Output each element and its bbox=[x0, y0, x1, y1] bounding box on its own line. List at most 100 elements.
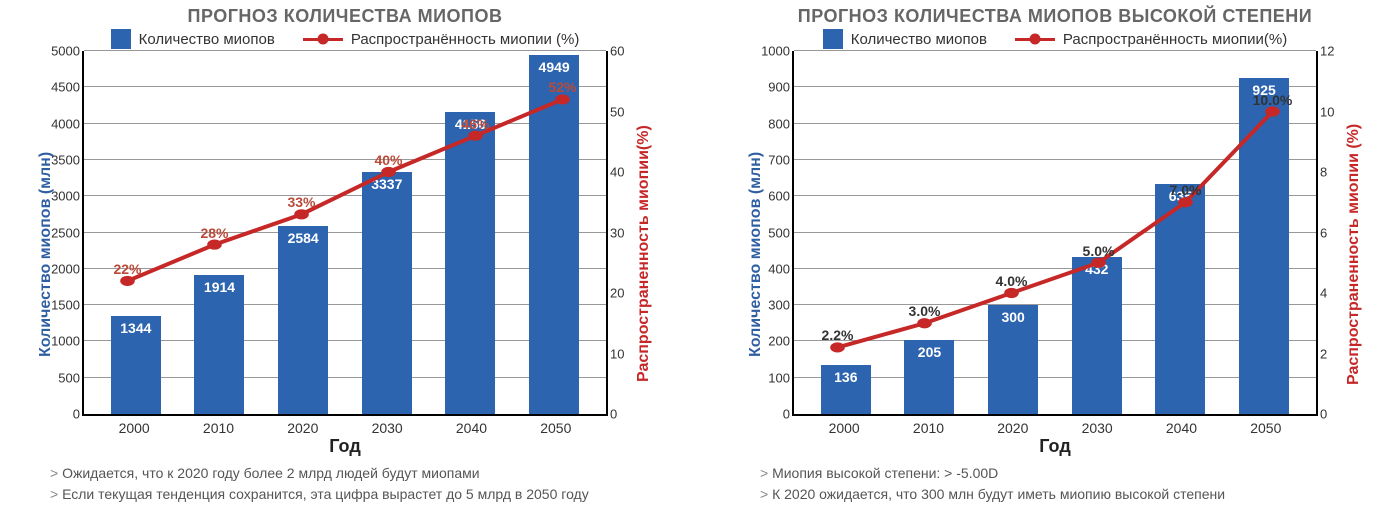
xtick: 2030 bbox=[1072, 420, 1122, 436]
ytick-left: 1000 bbox=[750, 44, 794, 59]
ytick-right: 10 bbox=[606, 346, 624, 361]
pct-label: 52% bbox=[548, 79, 576, 99]
xtick: 2000 bbox=[109, 420, 159, 436]
chart1-xaxis: 2000 2010 2020 2030 2040 2050 bbox=[82, 416, 608, 436]
ytick-left: 5000 bbox=[40, 44, 84, 59]
ytick-right: 50 bbox=[606, 104, 624, 119]
chart2-ylabel-right: Распространенность миопии (%) bbox=[1345, 51, 1363, 457]
ytick-left: 4500 bbox=[40, 80, 84, 95]
pct-label: 7.0% bbox=[1170, 182, 1202, 202]
ytick-left: 2500 bbox=[40, 225, 84, 240]
legend-bar-swatch bbox=[111, 29, 131, 49]
ytick-left: 4000 bbox=[40, 116, 84, 131]
legend-line: Распространённость миопии(%) bbox=[1015, 31, 1287, 48]
chart1-ylabel-right: Распространенность миопии(%) bbox=[635, 51, 653, 457]
chart1-title: ПРОГНОЗ КОЛИЧЕСТВА МИОПОВ bbox=[10, 6, 680, 27]
xtick: 2010 bbox=[903, 420, 953, 436]
ytick-left: 500 bbox=[40, 370, 84, 385]
chart1-xlabel: Год bbox=[82, 436, 608, 457]
ytick-left: 300 bbox=[750, 298, 794, 313]
ytick-left: 0 bbox=[40, 407, 84, 422]
xtick: 2030 bbox=[362, 420, 412, 436]
ytick-right: 60 bbox=[606, 44, 624, 59]
chart1-area: Количество миопов (млн) 0500100015002000… bbox=[10, 51, 680, 457]
legend-line-swatch bbox=[303, 38, 343, 41]
legend-line-label: Распространённость миопии (%) bbox=[351, 31, 580, 48]
chart-panel-1: ПРОГНОЗ КОЛИЧЕСТВА МИОПОВ Количество мио… bbox=[10, 6, 680, 505]
ytick-left: 200 bbox=[750, 334, 794, 349]
ytick-right: 4 bbox=[1316, 286, 1327, 301]
note-line: Ожидается, что к 2020 году более 2 млрд … bbox=[50, 463, 680, 484]
ytick-left: 2000 bbox=[40, 261, 84, 276]
ytick-right: 10 bbox=[1316, 104, 1334, 119]
note-line: Если текущая тенденция сохранится, эта ц… bbox=[50, 484, 680, 505]
pct-label: 10.0% bbox=[1253, 92, 1293, 112]
xtick: 2050 bbox=[1241, 420, 1291, 436]
ytick-right: 0 bbox=[1316, 407, 1327, 422]
ytick-left: 3000 bbox=[40, 189, 84, 204]
xtick: 2040 bbox=[1156, 420, 1206, 436]
xtick: 2020 bbox=[278, 420, 328, 436]
pct-label: 4.0% bbox=[996, 273, 1028, 293]
ytick-left: 3500 bbox=[40, 152, 84, 167]
pct-label: 40% bbox=[374, 152, 402, 172]
ytick-left: 800 bbox=[750, 116, 794, 131]
chart2-legend: Количество миопов Распространённость мио… bbox=[720, 29, 1390, 49]
note-line: К 2020 ожидается, что 300 млн будут имет… bbox=[760, 484, 1390, 505]
ytick-right: 0 bbox=[606, 407, 617, 422]
ytick-left: 1000 bbox=[40, 334, 84, 349]
chart1-yaxis-left: Количество миопов (млн) bbox=[10, 51, 82, 457]
ytick-right: 8 bbox=[1316, 165, 1327, 180]
chart2-xlabel: Год bbox=[792, 436, 1318, 457]
chart1-legend: Количество миопов Распространённость мио… bbox=[10, 29, 680, 49]
pct-label: 5.0% bbox=[1083, 243, 1115, 263]
chart1-notes: Ожидается, что к 2020 году более 2 млрд … bbox=[10, 463, 680, 505]
chart2-notes: Миопия высокой степени: > -5.00DК 2020 о… bbox=[720, 463, 1390, 505]
pct-label: 2.2% bbox=[822, 327, 854, 347]
chart1-ylabel-left: Количество миопов (млн) bbox=[37, 51, 55, 457]
note-line: Миопия высокой степени: > -5.00D bbox=[760, 463, 1390, 484]
chart2-ylabel-left: Количество миопов (млн) bbox=[747, 51, 765, 457]
chart2-title: ПРОГНОЗ КОЛИЧЕСТВА МИОПОВ ВЫСОКОЙ СТЕПЕН… bbox=[720, 6, 1390, 27]
legend-line: Распространённость миопии (%) bbox=[303, 31, 580, 48]
pct-label: 28% bbox=[200, 225, 228, 245]
ytick-right: 6 bbox=[1316, 225, 1327, 240]
ytick-left: 100 bbox=[750, 370, 794, 385]
line-series bbox=[84, 51, 606, 414]
ytick-right: 40 bbox=[606, 165, 624, 180]
legend-line-swatch bbox=[1015, 38, 1055, 41]
ytick-left: 400 bbox=[750, 261, 794, 276]
ytick-left: 1500 bbox=[40, 298, 84, 313]
ytick-left: 900 bbox=[750, 80, 794, 95]
xtick: 2000 bbox=[819, 420, 869, 436]
chart2-xaxis: 2000 2010 2020 2030 2040 2050 bbox=[792, 416, 1318, 436]
chart2-plot: 0100200300400500600700800900100002468101… bbox=[792, 51, 1318, 416]
chart-panel-2: ПРОГНОЗ КОЛИЧЕСТВА МИОПОВ ВЫСОКОЙ СТЕПЕН… bbox=[720, 6, 1390, 505]
pct-label: 3.0% bbox=[909, 303, 941, 323]
ytick-right: 2 bbox=[1316, 346, 1327, 361]
pct-label: 33% bbox=[287, 194, 315, 214]
ytick-left: 600 bbox=[750, 189, 794, 204]
chart2-area: Количество миопов (млн) 0100200300400500… bbox=[720, 51, 1390, 457]
pct-label: 46% bbox=[461, 116, 489, 136]
xtick: 2040 bbox=[446, 420, 496, 436]
ytick-left: 700 bbox=[750, 152, 794, 167]
legend-bars-label: Количество миопов bbox=[851, 31, 987, 48]
ytick-right: 20 bbox=[606, 286, 624, 301]
xtick: 2050 bbox=[531, 420, 581, 436]
legend-bars-label: Количество миопов bbox=[139, 31, 275, 48]
legend-line-label: Распространённость миопии(%) bbox=[1063, 31, 1287, 48]
chart2-yaxis-left: Количество миопов (млн) bbox=[720, 51, 792, 457]
pct-label: 22% bbox=[113, 261, 141, 281]
line-series bbox=[794, 51, 1316, 414]
xtick: 2020 bbox=[988, 420, 1038, 436]
legend-bars: Количество миопов bbox=[111, 29, 275, 49]
xtick: 2010 bbox=[193, 420, 243, 436]
ytick-right: 30 bbox=[606, 225, 624, 240]
legend-bars: Количество миопов bbox=[823, 29, 987, 49]
chart1-plot: 0500100015002000250030003500400045005000… bbox=[82, 51, 608, 416]
legend-bar-swatch bbox=[823, 29, 843, 49]
ytick-right: 12 bbox=[1316, 44, 1334, 59]
ytick-left: 500 bbox=[750, 225, 794, 240]
ytick-left: 0 bbox=[750, 407, 794, 422]
